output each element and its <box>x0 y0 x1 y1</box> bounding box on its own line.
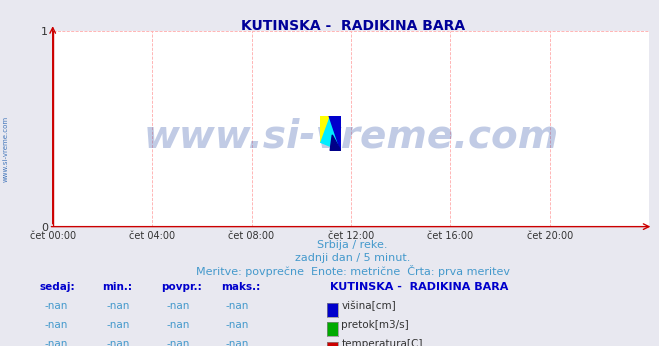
Text: www.si-vreme.com: www.si-vreme.com <box>2 116 9 182</box>
Text: višina[cm]: višina[cm] <box>341 301 396 311</box>
Polygon shape <box>330 135 341 151</box>
Text: Srbija / reke.: Srbija / reke. <box>318 240 387 251</box>
Text: -nan: -nan <box>225 301 249 311</box>
Text: -nan: -nan <box>107 301 130 311</box>
Text: povpr.:: povpr.: <box>161 282 202 292</box>
Text: -nan: -nan <box>44 301 68 311</box>
Text: temperatura[C]: temperatura[C] <box>341 339 423 346</box>
Text: zadnji dan / 5 minut.: zadnji dan / 5 minut. <box>295 253 411 263</box>
Text: KUTINSKA -  RADIKINA BARA: KUTINSKA - RADIKINA BARA <box>330 282 508 292</box>
Polygon shape <box>329 116 341 151</box>
Text: KUTINSKA -  RADIKINA BARA: KUTINSKA - RADIKINA BARA <box>241 19 465 33</box>
Text: sedaj:: sedaj: <box>40 282 75 292</box>
Text: pretok[m3/s]: pretok[m3/s] <box>341 320 409 330</box>
Text: -nan: -nan <box>44 339 68 346</box>
Text: -nan: -nan <box>166 339 190 346</box>
Text: -nan: -nan <box>107 320 130 330</box>
Text: -nan: -nan <box>44 320 68 330</box>
Text: -nan: -nan <box>166 301 190 311</box>
Text: min.:: min.: <box>102 282 132 292</box>
Polygon shape <box>320 116 329 142</box>
Polygon shape <box>320 116 341 151</box>
Text: -nan: -nan <box>107 339 130 346</box>
Text: -nan: -nan <box>166 320 190 330</box>
Text: Meritve: povprečne  Enote: metrične  Črta: prva meritev: Meritve: povprečne Enote: metrične Črta:… <box>196 265 509 277</box>
Text: www.si-vreme.com: www.si-vreme.com <box>143 118 559 156</box>
Text: -nan: -nan <box>225 339 249 346</box>
Text: -nan: -nan <box>225 320 249 330</box>
Text: maks.:: maks.: <box>221 282 260 292</box>
